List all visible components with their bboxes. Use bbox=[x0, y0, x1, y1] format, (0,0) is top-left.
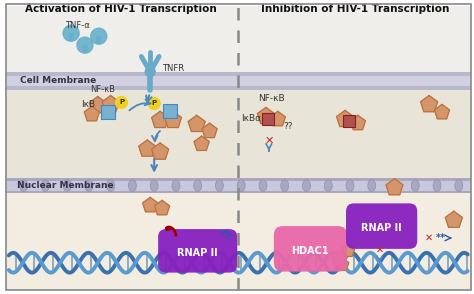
Ellipse shape bbox=[19, 180, 27, 191]
FancyBboxPatch shape bbox=[346, 203, 417, 249]
Polygon shape bbox=[139, 140, 155, 156]
Ellipse shape bbox=[172, 180, 180, 191]
Ellipse shape bbox=[216, 180, 223, 191]
Ellipse shape bbox=[150, 180, 158, 191]
Polygon shape bbox=[152, 143, 169, 159]
Ellipse shape bbox=[237, 180, 245, 191]
FancyBboxPatch shape bbox=[6, 178, 471, 193]
Ellipse shape bbox=[368, 180, 376, 191]
Text: Nuclear Membrane: Nuclear Membrane bbox=[17, 181, 113, 190]
Ellipse shape bbox=[148, 98, 160, 109]
Text: Cell Membrane: Cell Membrane bbox=[20, 76, 96, 85]
Text: ✕: ✕ bbox=[375, 245, 384, 255]
Text: P: P bbox=[119, 99, 124, 106]
Polygon shape bbox=[155, 201, 170, 215]
Ellipse shape bbox=[324, 180, 332, 191]
Polygon shape bbox=[194, 136, 209, 151]
Ellipse shape bbox=[433, 180, 441, 191]
Ellipse shape bbox=[128, 180, 137, 191]
Ellipse shape bbox=[194, 180, 201, 191]
Text: TNF-α: TNF-α bbox=[65, 21, 90, 30]
FancyBboxPatch shape bbox=[68, 33, 74, 40]
Text: Inhibition of HIV-1 Transcription: Inhibition of HIV-1 Transcription bbox=[261, 4, 449, 14]
Ellipse shape bbox=[346, 180, 354, 191]
Polygon shape bbox=[143, 198, 158, 212]
Polygon shape bbox=[89, 96, 106, 113]
Polygon shape bbox=[337, 111, 354, 126]
Polygon shape bbox=[435, 104, 449, 119]
Ellipse shape bbox=[63, 25, 79, 41]
FancyBboxPatch shape bbox=[274, 226, 347, 272]
Polygon shape bbox=[386, 179, 403, 195]
Text: P: P bbox=[152, 101, 157, 106]
Ellipse shape bbox=[77, 37, 93, 53]
Ellipse shape bbox=[302, 180, 310, 191]
FancyBboxPatch shape bbox=[343, 115, 355, 127]
Polygon shape bbox=[84, 106, 100, 121]
Bar bbox=[6, 6, 471, 85]
FancyBboxPatch shape bbox=[158, 229, 237, 273]
FancyBboxPatch shape bbox=[6, 181, 471, 191]
Text: ✕: ✕ bbox=[264, 136, 273, 146]
Ellipse shape bbox=[116, 96, 128, 108]
Text: TNFR: TNFR bbox=[162, 64, 184, 74]
Polygon shape bbox=[336, 258, 349, 270]
Bar bbox=[6, 85, 471, 193]
Text: ✕: ✕ bbox=[425, 233, 433, 243]
Polygon shape bbox=[152, 111, 169, 128]
Polygon shape bbox=[446, 211, 462, 227]
Ellipse shape bbox=[63, 180, 71, 191]
FancyBboxPatch shape bbox=[6, 76, 471, 86]
FancyBboxPatch shape bbox=[163, 104, 177, 118]
Ellipse shape bbox=[455, 180, 463, 191]
Ellipse shape bbox=[107, 180, 115, 191]
Text: IκBα: IκBα bbox=[241, 114, 261, 123]
Text: NF-κB: NF-κB bbox=[90, 85, 115, 93]
FancyBboxPatch shape bbox=[101, 106, 115, 119]
Ellipse shape bbox=[145, 67, 155, 77]
Polygon shape bbox=[331, 251, 345, 263]
Text: HDAC1: HDAC1 bbox=[292, 246, 329, 256]
Text: **: ** bbox=[218, 230, 229, 240]
Polygon shape bbox=[202, 123, 217, 138]
Ellipse shape bbox=[411, 180, 419, 191]
Polygon shape bbox=[341, 244, 355, 256]
Text: NF-κB: NF-κB bbox=[258, 94, 284, 103]
Polygon shape bbox=[420, 96, 438, 112]
Polygon shape bbox=[257, 107, 274, 123]
Ellipse shape bbox=[85, 180, 93, 191]
Polygon shape bbox=[188, 115, 205, 131]
Ellipse shape bbox=[259, 180, 267, 191]
Ellipse shape bbox=[41, 180, 49, 191]
Polygon shape bbox=[164, 111, 182, 128]
FancyBboxPatch shape bbox=[82, 45, 88, 52]
Text: **: ** bbox=[436, 233, 446, 243]
Polygon shape bbox=[270, 111, 285, 126]
Text: RNAP II: RNAP II bbox=[361, 223, 402, 233]
FancyBboxPatch shape bbox=[6, 72, 471, 90]
Bar bbox=[6, 193, 471, 290]
Polygon shape bbox=[102, 96, 119, 112]
Polygon shape bbox=[350, 115, 365, 130]
Text: RNAP II: RNAP II bbox=[177, 248, 218, 258]
FancyBboxPatch shape bbox=[262, 113, 274, 125]
FancyBboxPatch shape bbox=[96, 36, 101, 43]
Ellipse shape bbox=[390, 180, 398, 191]
Text: IκB: IκB bbox=[81, 100, 95, 109]
Text: Activation of HIV-1 Transcription: Activation of HIV-1 Transcription bbox=[25, 4, 217, 14]
Ellipse shape bbox=[91, 28, 107, 44]
Text: ??: ?? bbox=[284, 122, 293, 131]
Ellipse shape bbox=[281, 180, 289, 191]
